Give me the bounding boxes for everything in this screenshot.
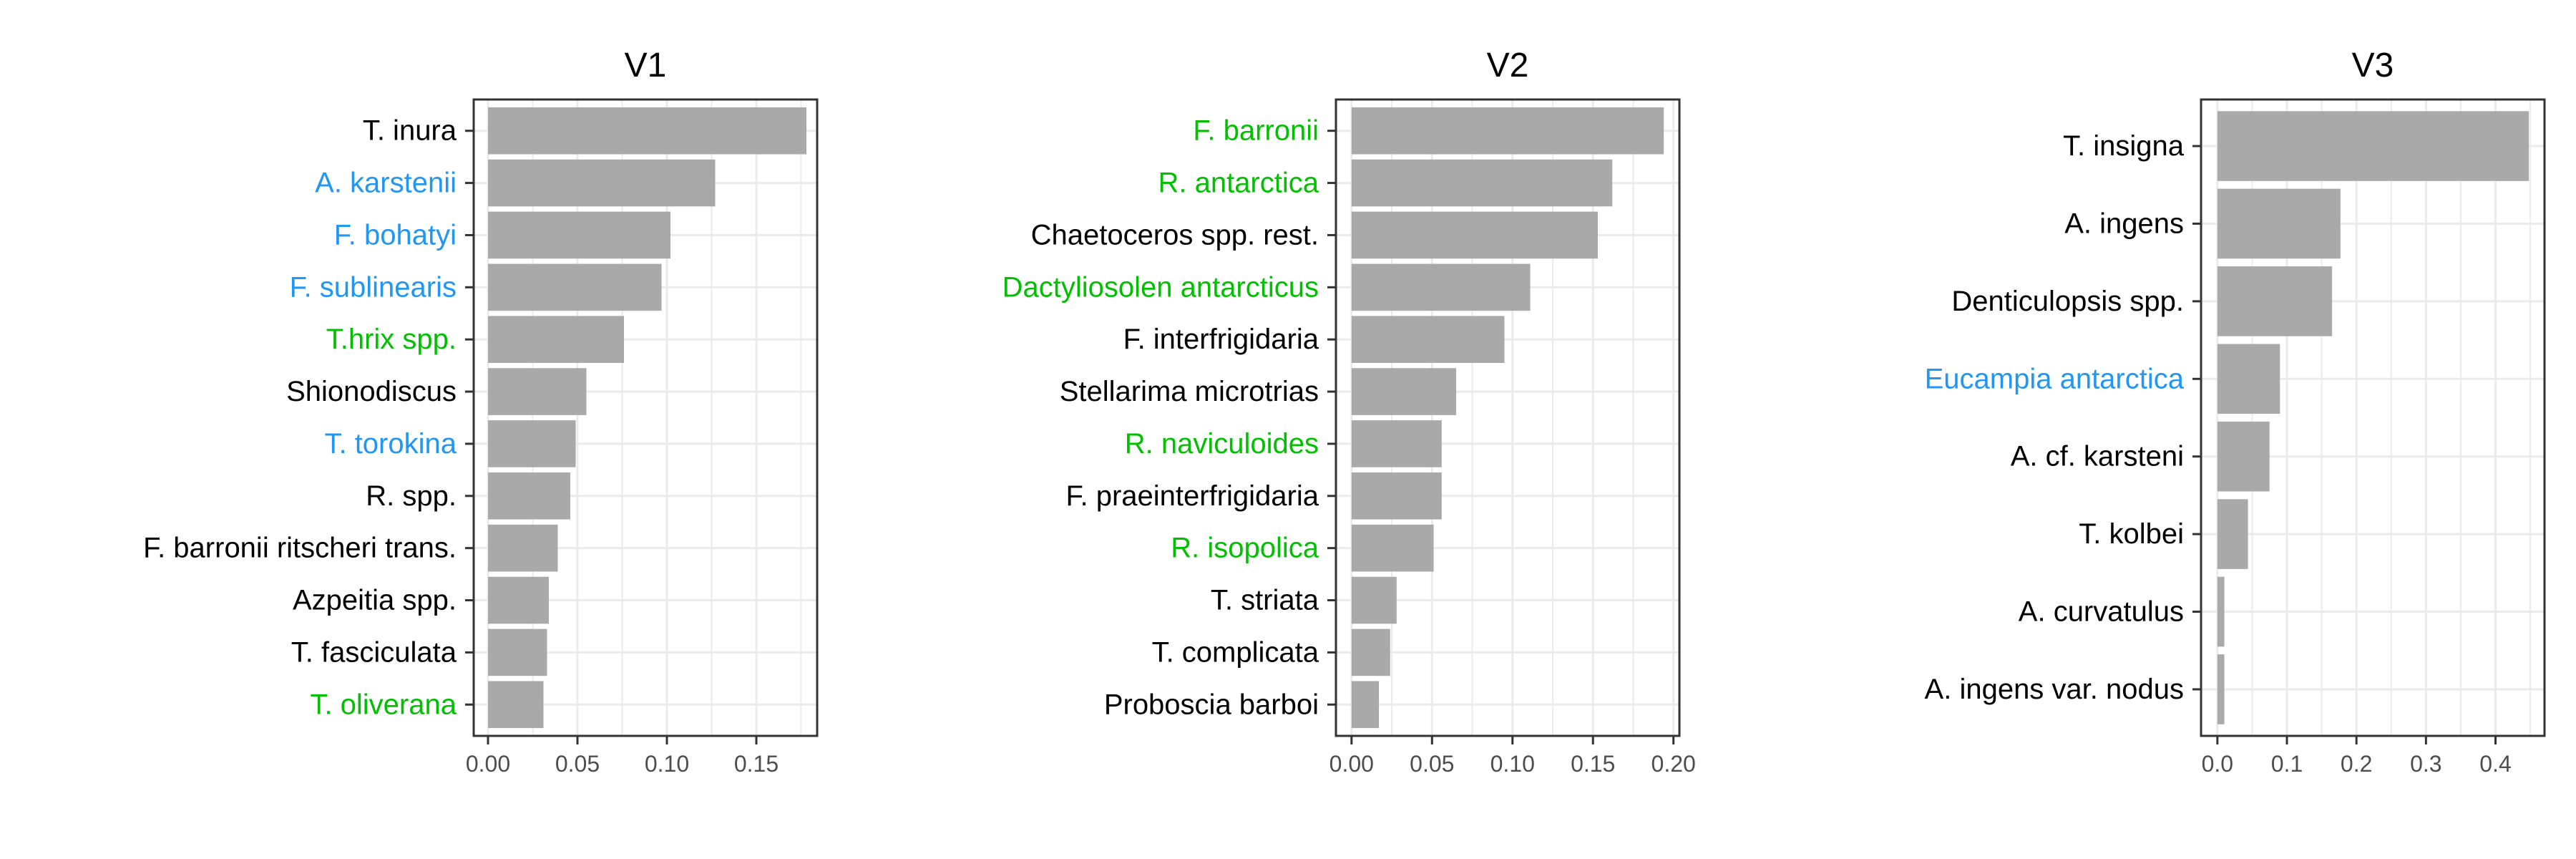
category-label: A. cf. karsteni <box>2011 441 2184 472</box>
bar <box>488 524 558 572</box>
x-tick-label: 0.00 <box>1330 751 1374 777</box>
category-label: F. barronii <box>1193 115 1319 147</box>
x-tick-label: 0.10 <box>645 751 689 777</box>
panel-title: V3 <box>2352 47 2394 84</box>
category-label: R. antarctica <box>1158 168 1319 199</box>
bar <box>2217 576 2225 647</box>
category-label: F. interfrigidaria <box>1123 324 1319 355</box>
x-tick-label: 0.20 <box>1652 751 1696 777</box>
bar <box>488 211 670 259</box>
bar <box>488 576 549 624</box>
category-label: F. sublinearis <box>290 271 457 303</box>
x-tick-label: 0.15 <box>1571 751 1615 777</box>
bar <box>488 420 576 467</box>
x-tick-label: 0.3 <box>2410 751 2441 777</box>
category-label: Shionodiscus <box>286 376 457 407</box>
x-tick-label: 0.1 <box>2271 751 2303 777</box>
x-tick-label: 0.15 <box>734 751 779 777</box>
bar <box>1351 263 1531 311</box>
category-label: Proboscia barboi <box>1104 689 1319 720</box>
category-label: T. oliverana <box>310 689 457 720</box>
category-label: Chaetoceros spp. rest. <box>1031 219 1319 251</box>
bar <box>2217 266 2333 336</box>
category-label: Stellarima microtrias <box>1060 376 1319 407</box>
category-label: T. kolbei <box>2079 518 2184 550</box>
category-label: Denticulopsis spp. <box>1951 286 2184 317</box>
category-label: T. fasciculata <box>291 636 457 668</box>
bar <box>1351 107 1664 155</box>
bar <box>2217 188 2341 259</box>
category-label: A. karstenii <box>315 168 457 199</box>
x-tick-label: 0.00 <box>466 751 510 777</box>
bar <box>2217 421 2270 492</box>
panel-title: V2 <box>1487 47 1529 84</box>
x-tick-label: 0.05 <box>1410 751 1454 777</box>
bar <box>488 107 806 155</box>
panel-v1: T. inura A. karstenii F. bohatyi F. subline… <box>143 47 819 777</box>
category-label: T. complicata <box>1152 636 1319 668</box>
bar <box>1351 420 1442 467</box>
x-tick-label: 0.10 <box>1491 751 1535 777</box>
panel-title: V1 <box>625 47 667 84</box>
bar <box>488 629 547 676</box>
x-tick-label: 0.4 <box>2479 751 2511 777</box>
category-label: T.hrix spp. <box>326 324 457 355</box>
bar <box>488 316 624 363</box>
category-label: T. striata <box>1211 585 1319 616</box>
category-label: R. isopolica <box>1171 533 1319 564</box>
bar <box>488 681 544 729</box>
category-label: R. spp. <box>366 480 457 512</box>
bar <box>1351 368 1457 415</box>
x-tick-label: 0.2 <box>2341 751 2372 777</box>
bar <box>2217 654 2225 724</box>
category-label: Azpeitia spp. <box>293 585 457 616</box>
panel-border <box>2200 98 2546 737</box>
panel-border <box>472 98 819 737</box>
panel-v2: F. barronii R. antarctica Chaetoceros spp.… <box>1002 47 1696 777</box>
bar <box>1351 472 1442 520</box>
bar <box>488 263 662 311</box>
bar <box>1351 576 1397 624</box>
bar <box>488 472 570 520</box>
bar <box>1351 681 1380 729</box>
category-label: T. torokina <box>324 428 457 460</box>
category-label: Eucampia antarctica <box>1925 363 2185 394</box>
category-label: Dactyliosolen antarcticus <box>1002 271 1319 303</box>
bar <box>1351 524 1434 572</box>
category-label: R. naviculoides <box>1125 428 1319 460</box>
bar <box>2217 344 2280 414</box>
bar <box>1351 211 1598 259</box>
category-label: F. barronii ritscheri trans. <box>143 533 457 564</box>
bar <box>1351 629 1390 676</box>
category-label: A. ingens <box>2064 208 2184 239</box>
panel-v3: T. insigna A. ingens Denticulopsis spp. Euc… <box>1925 47 2546 777</box>
x-tick-label: 0.0 <box>2202 751 2233 777</box>
category-label: T. inura <box>363 115 457 147</box>
bar <box>2217 111 2529 181</box>
panel-border <box>1335 98 1681 737</box>
category-label: T. insigna <box>2063 130 2185 162</box>
bar <box>1351 316 1505 363</box>
bar <box>488 368 587 415</box>
category-label: A. curvatulus <box>2019 596 2184 628</box>
category-label: F. praeinterfrigidaria <box>1066 480 1319 512</box>
bar <box>2217 499 2248 569</box>
bar <box>488 159 716 207</box>
bar <box>1351 159 1613 207</box>
category-label: F. bohatyi <box>334 219 457 251</box>
category-label: A. ingens var. nodus <box>1925 674 2184 705</box>
x-tick-label: 0.05 <box>555 751 600 777</box>
